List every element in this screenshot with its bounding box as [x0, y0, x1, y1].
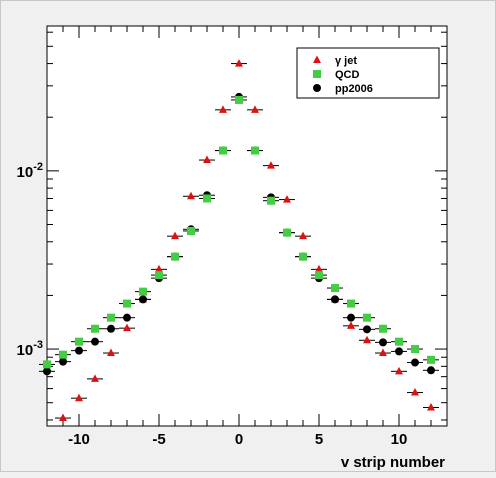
series-layer [39, 59, 439, 422]
data-point [43, 360, 51, 369]
data-point [331, 284, 339, 293]
data-point [107, 324, 115, 333]
series-triangle [55, 59, 439, 422]
data-point [171, 231, 179, 240]
data-point [187, 191, 195, 200]
data-point [315, 271, 323, 280]
data-point [171, 252, 179, 261]
data-point [91, 337, 99, 346]
x-tick-labels: -10 -5 0 5 10 [68, 431, 407, 448]
data-point [235, 59, 243, 67]
data-point [219, 105, 227, 113]
data-point [251, 146, 259, 155]
data-point [395, 347, 403, 356]
data-point [59, 350, 67, 359]
data-point [59, 357, 67, 366]
legend-label: γ jet [335, 55, 357, 67]
legend-marker-circle [313, 84, 321, 92]
data-point [411, 345, 419, 354]
data-point [155, 271, 163, 280]
data-point [379, 338, 387, 347]
data-point [347, 313, 355, 322]
axis-ticks [46, 26, 448, 426]
data-point [347, 299, 355, 308]
data-point [219, 146, 227, 155]
data-point [75, 337, 83, 346]
data-point [123, 299, 131, 308]
data-point [411, 388, 419, 396]
data-point [107, 348, 115, 357]
data-point [347, 321, 355, 329]
data-point [379, 348, 387, 357]
data-point [187, 226, 195, 235]
data-point [411, 358, 419, 367]
data-point [251, 105, 259, 113]
x-tick-label: 10 [391, 431, 408, 448]
data-point [267, 161, 275, 169]
data-point [91, 324, 99, 333]
x-tick-label: -10 [68, 431, 90, 448]
data-point [59, 413, 67, 422]
data-point [91, 374, 99, 382]
data-point [427, 366, 435, 375]
data-point [363, 325, 371, 334]
data-point [299, 252, 307, 261]
data-point [43, 367, 51, 376]
data-point [283, 228, 291, 237]
y-tick-labels: 10-2 10-3 [17, 161, 43, 359]
x-tick-label: -5 [152, 431, 165, 448]
x-tick-label: 0 [235, 431, 243, 448]
data-point [363, 313, 371, 322]
y-tick-label: 10-2 [17, 161, 43, 181]
legend-label: pp2006 [335, 83, 373, 95]
data-point [75, 346, 83, 355]
data-point [203, 155, 211, 164]
data-point [299, 231, 307, 240]
data-point [75, 393, 83, 402]
legend: γ jet QCD pp2006 [296, 47, 440, 99]
data-point [427, 355, 435, 364]
data-point [139, 295, 147, 304]
legend-marker-square [313, 70, 321, 78]
data-point [395, 366, 403, 375]
y-tick-label: 10-3 [17, 339, 43, 359]
data-point [331, 295, 339, 304]
data-point [155, 264, 163, 273]
data-point [107, 313, 115, 322]
data-point [283, 195, 291, 203]
x-tick-label: 5 [315, 431, 323, 448]
data-point [379, 324, 387, 333]
data-point [139, 287, 147, 296]
data-point [267, 196, 275, 205]
data-point [123, 323, 131, 332]
data-point [235, 95, 243, 104]
data-point [123, 313, 131, 322]
legend-marker-triangle [313, 55, 321, 63]
legend-label: QCD [335, 69, 360, 81]
series-square [39, 95, 439, 369]
data-point [395, 337, 403, 346]
data-point [203, 194, 211, 203]
x-axis-label: v strip number [341, 454, 445, 471]
data-point [315, 264, 323, 273]
data-point [427, 402, 435, 411]
data-point [363, 335, 371, 344]
